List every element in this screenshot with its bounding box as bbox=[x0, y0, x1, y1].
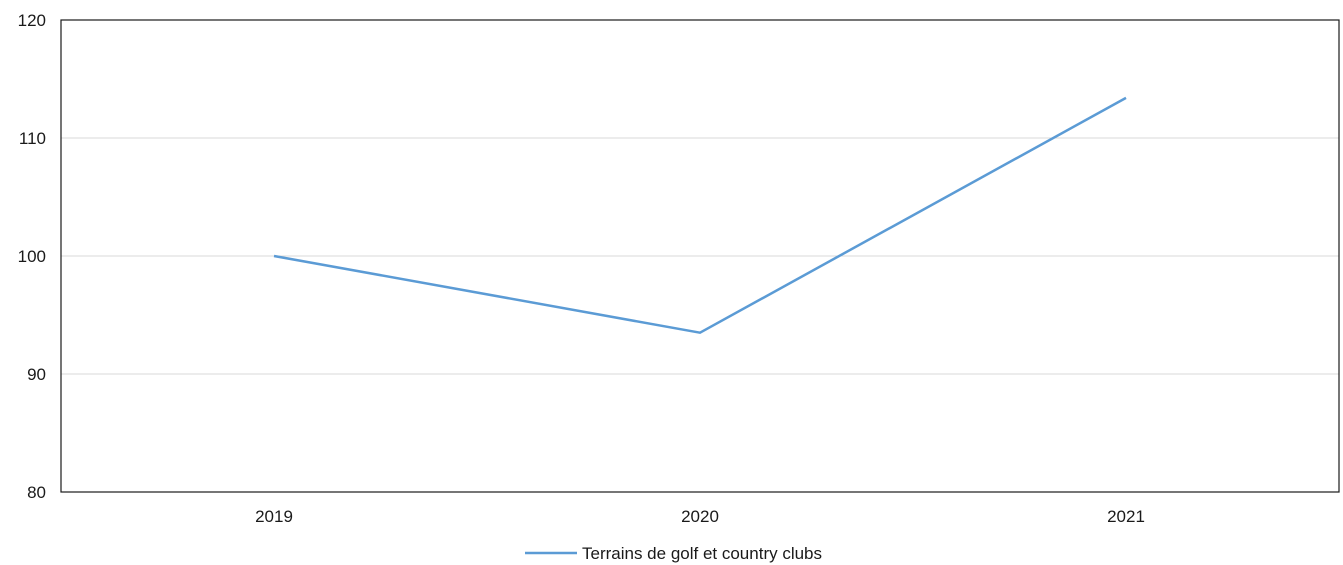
y-axis-ticks: 80 90 100 110 120 bbox=[18, 11, 46, 502]
y-tick-label: 110 bbox=[19, 129, 46, 148]
x-axis-ticks: 2019 2020 2021 bbox=[255, 507, 1145, 526]
gridlines bbox=[61, 137, 1339, 375]
x-tick-label: 2021 bbox=[1107, 507, 1145, 526]
series-lines bbox=[273, 96, 1127, 334]
legend-label: Terrains de golf et country clubs bbox=[582, 544, 822, 563]
legend: Terrains de golf et country clubs bbox=[525, 544, 822, 563]
y-tick-label: 100 bbox=[18, 247, 46, 266]
x-tick-label: 2019 bbox=[255, 507, 293, 526]
series-line bbox=[273, 96, 1127, 334]
y-tick-label: 80 bbox=[27, 483, 46, 502]
x-tick-label: 2020 bbox=[681, 507, 719, 526]
plot-border bbox=[60, 19, 1340, 493]
plot-frame bbox=[60, 19, 1340, 493]
y-tick-label: 120 bbox=[18, 11, 46, 30]
y-tick-label: 90 bbox=[27, 365, 46, 384]
